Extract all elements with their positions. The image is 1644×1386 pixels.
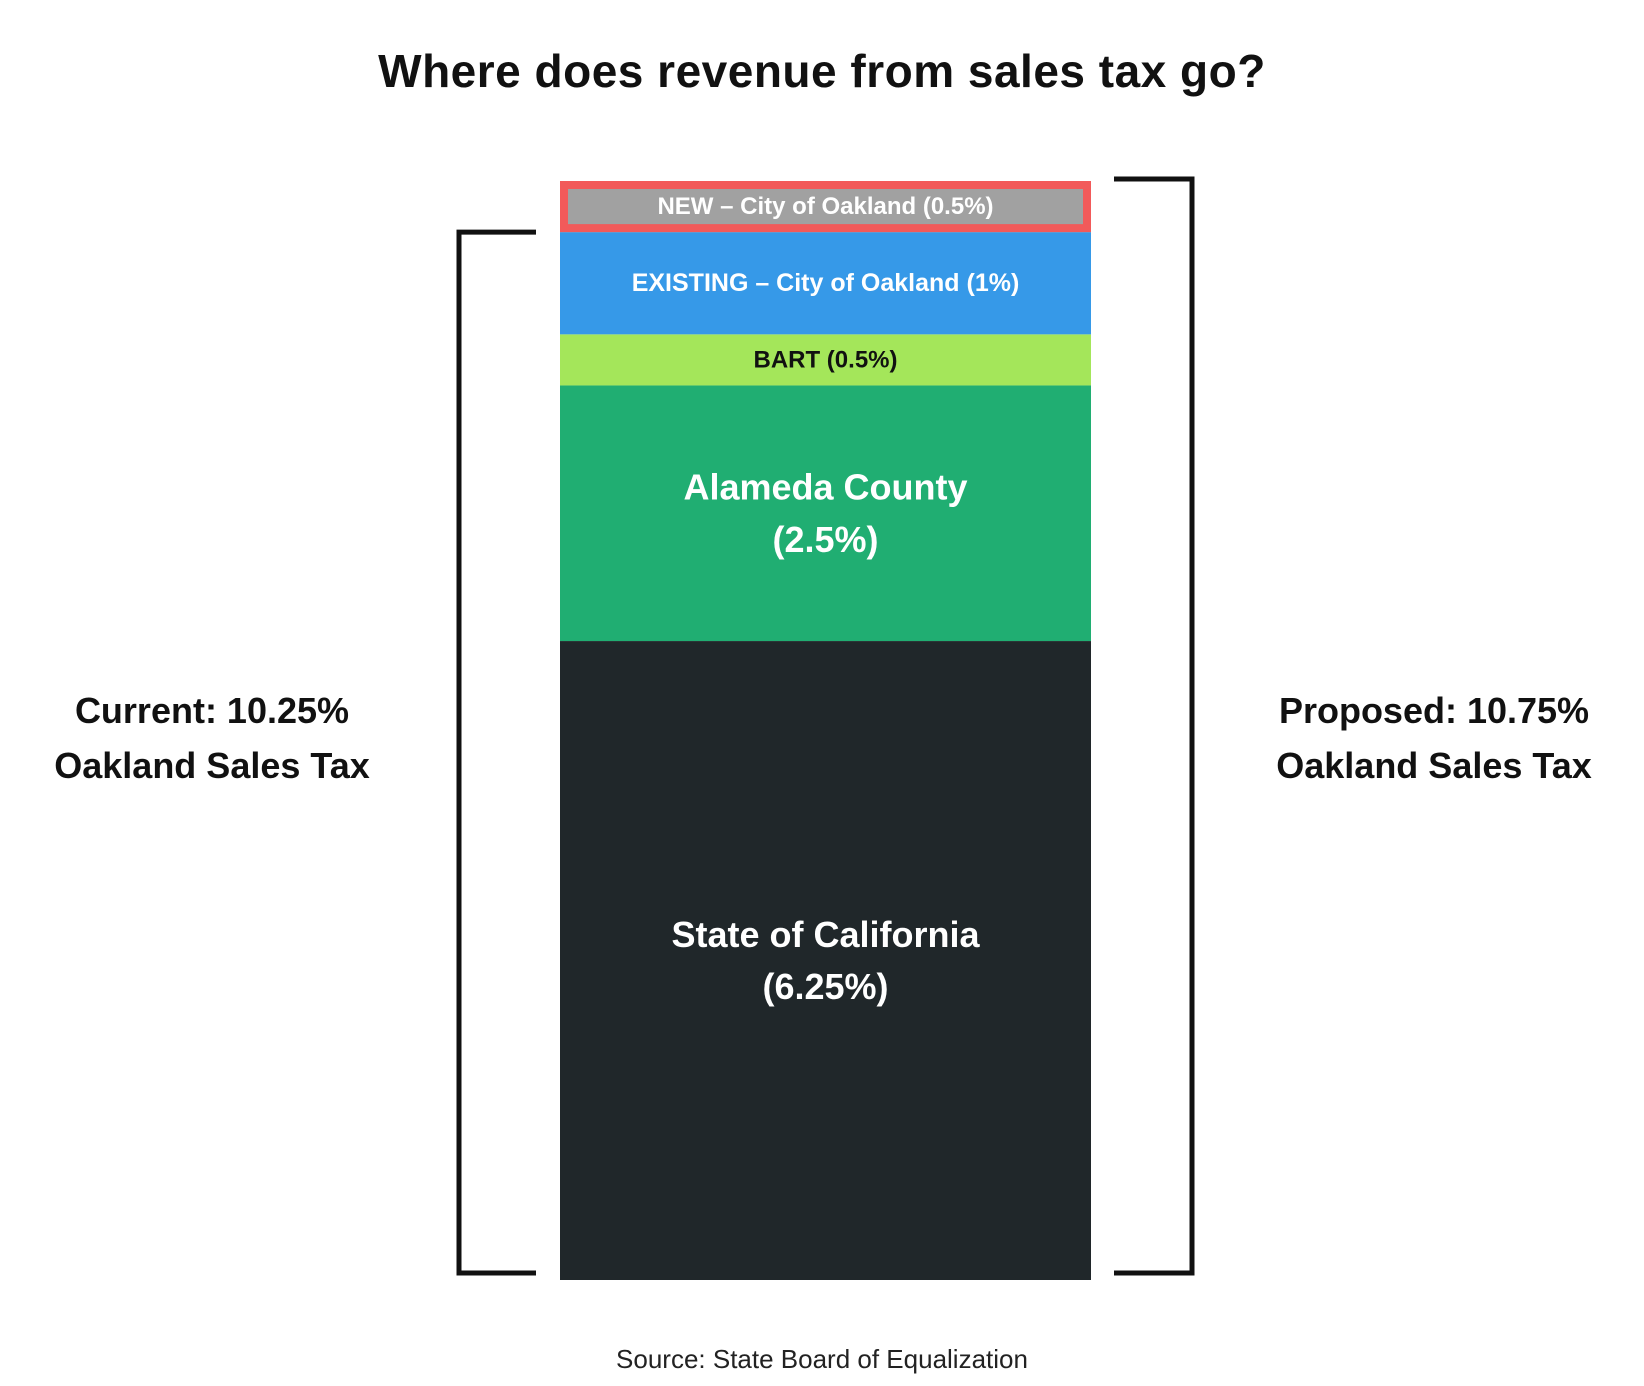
current-tax-line2: Oakland Sales Tax: [54, 745, 370, 786]
bar-segment-0: [560, 641, 1091, 1280]
proposed-bracket: [1114, 176, 1195, 1276]
new-tax-highlight-border: [560, 181, 1091, 233]
bar-segment-3-label-0: EXISTING – City of Oakland (1%): [632, 269, 1020, 297]
bar-segment-1-label-0: Alameda County: [683, 467, 967, 508]
proposed-tax-line1: Proposed: 10.75%: [1278, 690, 1590, 731]
current-tax-line1: Current: 10.25%: [74, 690, 350, 731]
bar-segment-4: [560, 181, 1091, 233]
proposed-tax-line2: Oakland Sales Tax: [1276, 745, 1592, 786]
bar-segment-1-label-1: (2.5%): [772, 519, 878, 560]
bar-segment-2-label-0: BART (0.5%): [753, 346, 897, 373]
source-note: Source: State Board of Equalization: [616, 1344, 1028, 1374]
current-bracket: [456, 229, 536, 1276]
bar-segment-0-label-0: State of California: [671, 914, 980, 955]
bar-segment-2: [560, 334, 1091, 386]
bar-segment-0-label-1: (6.25%): [762, 966, 888, 1007]
chart-title: Where does revenue from sales tax go?: [378, 45, 1266, 97]
current-tax-label: Current: 10.25% Oakland Sales Tax: [0, 683, 424, 793]
bar-segment-1: [560, 385, 1091, 642]
bar-segment-4-label-0: NEW – City of Oakland (0.5%): [657, 193, 993, 220]
bar-segment-3: [560, 232, 1091, 335]
proposed-tax-label: Proposed: 10.75% Oakland Sales Tax: [1224, 683, 1644, 793]
